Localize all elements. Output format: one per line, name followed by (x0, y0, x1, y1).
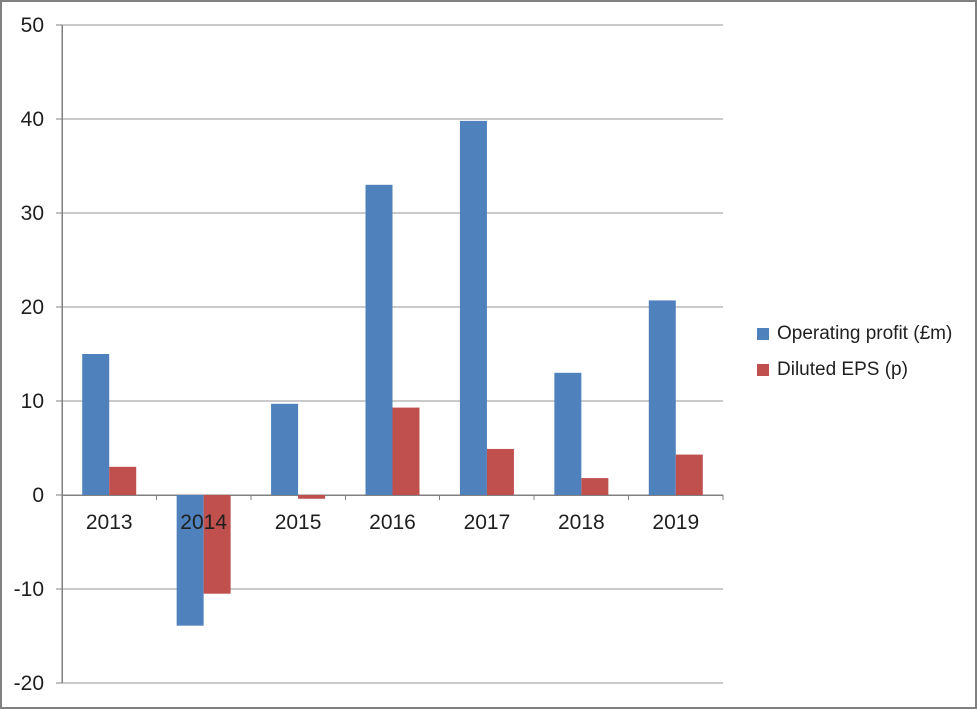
bar-operating-profit-m-2013[interactable] (82, 354, 110, 495)
bar-operating-profit-m-2014[interactable] (176, 495, 204, 626)
bar-operating-profit-m-2019[interactable] (648, 300, 676, 495)
legend-item-operating-profit[interactable]: Operating profit (£m) (757, 321, 952, 347)
legend-label-diluted-eps: Diluted EPS (p) (777, 359, 908, 380)
y-axis-label-50: 50 (21, 14, 44, 37)
x-axis-label-2018: 2018 (558, 511, 605, 534)
chart-legend: Operating profit (£m) Diluted EPS (p) (757, 321, 952, 393)
bar-diluted-eps-p-2014[interactable] (203, 495, 231, 594)
bar-operating-profit-m-2017[interactable] (459, 120, 487, 495)
y-axis-label--10: -10 (14, 578, 44, 601)
bar-operating-profit-m-2016[interactable] (365, 184, 393, 496)
bar-diluted-eps-p-2018[interactable] (581, 478, 609, 495)
y-axis-label-30: 30 (21, 202, 44, 225)
bar-diluted-eps-p-2013[interactable] (109, 466, 137, 495)
x-axis-label-2013: 2013 (86, 511, 133, 534)
legend-label-operating-profit: Operating profit (£m) (777, 323, 953, 344)
bar-operating-profit-m-2018[interactable] (554, 372, 582, 495)
y-axis-label-0: 0 (32, 484, 44, 507)
x-axis-label-2016: 2016 (369, 511, 416, 534)
y-axis-label-40: 40 (21, 108, 44, 131)
bar-operating-profit-m-2015[interactable] (271, 403, 299, 495)
legend-item-diluted-eps[interactable]: Diluted EPS (p) (757, 357, 952, 383)
y-axis-label-20: 20 (21, 296, 44, 319)
bar-diluted-eps-p-2015[interactable] (298, 495, 326, 499)
bar-diluted-eps-p-2017[interactable] (486, 448, 514, 495)
y-axis-label--20: -20 (14, 672, 44, 695)
x-axis-label-2014: 2014 (180, 511, 227, 534)
bar-diluted-eps-p-2019[interactable] (675, 454, 703, 495)
legend-swatch-diluted-eps-icon (757, 364, 769, 376)
bar-diluted-eps-p-2016[interactable] (392, 407, 420, 495)
y-axis-label-10: 10 (21, 390, 44, 413)
x-axis-label-2015: 2015 (275, 511, 322, 534)
x-axis-label-2019: 2019 (652, 511, 699, 534)
x-axis-label-2017: 2017 (464, 511, 511, 534)
legend-swatch-operating-profit-icon (757, 328, 769, 340)
